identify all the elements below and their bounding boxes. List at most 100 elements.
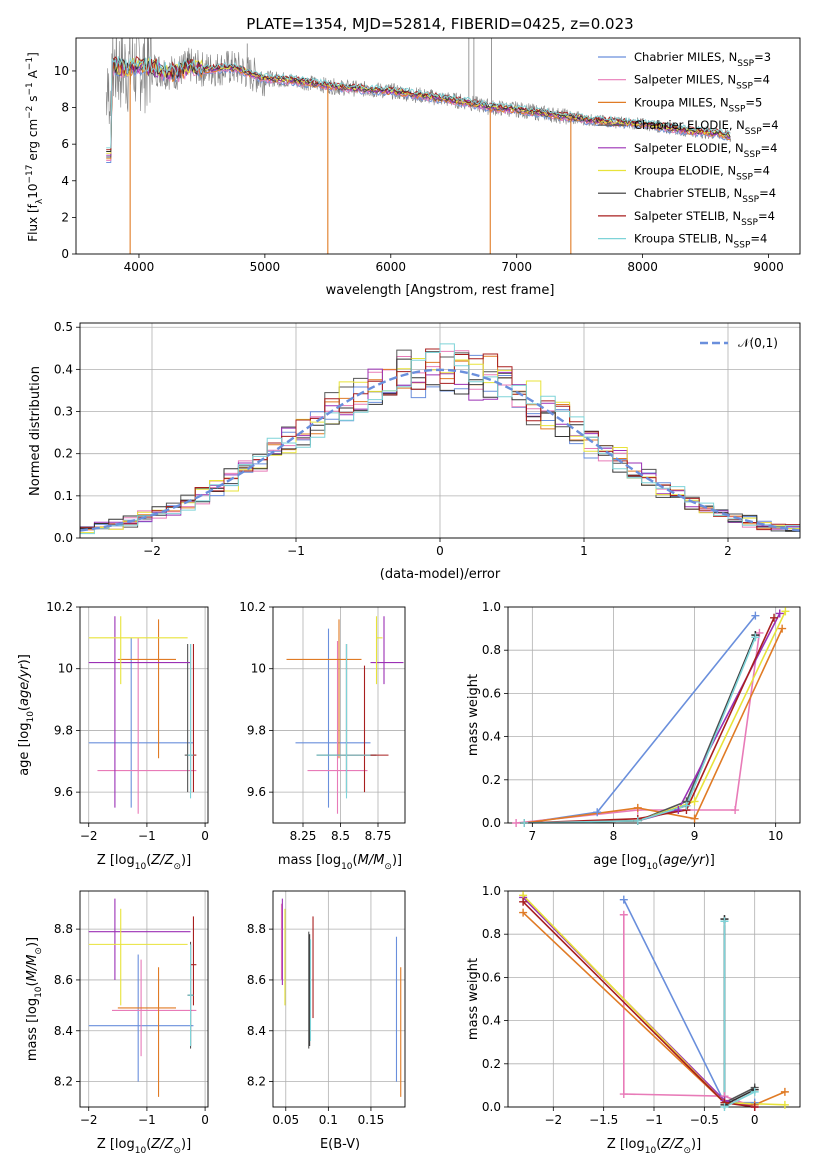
- figure-title: PLATE=1354, MJD=52814, FIBERID=0425, z=0…: [246, 15, 633, 33]
- label-part: (: [146, 1137, 151, 1152]
- y-tick-label: 8.2: [247, 1075, 266, 1089]
- y-tick-label: 0.2: [54, 447, 73, 461]
- x-tick-label: −1: [645, 1113, 663, 1127]
- legend-entry: Chabrier ELODIE, NSSP=4: [634, 118, 779, 137]
- label-part: M/M: [358, 853, 385, 868]
- x-tick-label: 2: [724, 544, 732, 558]
- label-part: s: [26, 96, 40, 106]
- label-part: )]: [181, 1137, 191, 1152]
- legend-entry: Salpeter STELIB, NSSP=4: [634, 209, 775, 228]
- axes-frame: [79, 322, 801, 539]
- model-kroupa_stelib: [106, 56, 731, 149]
- plot-area: [280, 898, 402, 1097]
- plot-area: [88, 898, 197, 1097]
- label-part: A: [26, 69, 40, 82]
- y-tick-label: 0.0: [482, 816, 501, 830]
- y-axis-label: Normed distribution: [28, 366, 43, 496]
- label-part: ⊙: [173, 862, 181, 872]
- series-kroupa_stelib: [524, 636, 757, 823]
- marker-kroupa_stelib: [720, 917, 729, 926]
- label-part: −1: [25, 57, 35, 70]
- y-tick-label: 9.6: [247, 785, 266, 799]
- x-tick-label: −2: [544, 1113, 562, 1127]
- y-tick-label: 0.1: [54, 489, 73, 503]
- x-tick-label: 8.5: [331, 829, 350, 843]
- y-tick-label: 8.8: [247, 922, 266, 936]
- x-tick-label: 7: [529, 829, 537, 843]
- label-part: =4: [759, 186, 776, 200]
- label-part: SSP: [742, 195, 759, 205]
- y-tick-label: 0.2: [482, 1057, 501, 1071]
- series-kroupa_elodie: [524, 610, 787, 823]
- y-tick-label: 8.4: [247, 1024, 266, 1038]
- label-part: age [log: [17, 723, 32, 776]
- label-part: Z [log: [607, 1137, 645, 1152]
- label-part: Kroupa STELIB, N: [634, 232, 734, 246]
- y-tick-label: 0.0: [482, 1100, 501, 1114]
- label-part: SSP: [741, 218, 758, 228]
- x-tick-label: 0.15: [358, 1113, 385, 1127]
- label-part: 10: [26, 711, 36, 723]
- label-part: Salpeter MILES, N: [634, 73, 736, 87]
- label-part: 10: [341, 862, 353, 872]
- label-part: )]: [25, 937, 40, 947]
- x-tick-label: 0: [201, 829, 209, 843]
- marker-salpeter_elodie: [674, 806, 683, 815]
- series-salpeter_miles: [623, 914, 755, 1107]
- marker-salpeter_miles: [512, 819, 521, 827]
- x-tick-label: 0: [751, 1113, 759, 1127]
- label-part: Z/Z: [150, 1137, 174, 1152]
- x-tick-label: 7000: [501, 260, 532, 274]
- histogram-kroupa_stelib: [80, 343, 800, 535]
- axes-frame: [507, 890, 801, 1108]
- x-axis-label: mass [log10(M/M⊙)]: [278, 853, 402, 872]
- y-tick-label: 10.2: [46, 600, 73, 614]
- y-axis-label: mass weight: [466, 958, 481, 1040]
- label-part: erg cm: [26, 119, 40, 165]
- label-part: λ: [35, 198, 45, 204]
- label-part: =4: [761, 141, 778, 155]
- label-part: Z [log: [97, 1137, 135, 1152]
- label-part: Z [log: [97, 853, 135, 868]
- label-part: =4: [758, 209, 775, 223]
- label-part: ⊙: [384, 862, 392, 872]
- y-tick-label: 9.6: [54, 785, 73, 799]
- label-part: (: [656, 1137, 661, 1152]
- x-tick-label: 9000: [753, 260, 784, 274]
- label-part: Salpeter ELODIE, N: [634, 141, 744, 155]
- y-tick-label: 8.8: [54, 922, 73, 936]
- label-part: (: [146, 853, 151, 868]
- y-tick-label: 10: [251, 662, 266, 676]
- label-part: (: [17, 706, 32, 711]
- label-part: Z/Z: [150, 853, 174, 868]
- y-tick-label: 9.8: [247, 723, 266, 737]
- y-tick-label: 2: [61, 210, 69, 224]
- series-salpeter_miles: [516, 632, 761, 823]
- marker-kroupa_miles: [519, 908, 528, 917]
- label-part: age/yr: [17, 663, 32, 706]
- label-part: −1: [25, 82, 35, 95]
- label-part: SSP: [734, 241, 751, 251]
- label-part: SSP: [729, 104, 746, 114]
- label-part: =3: [754, 50, 771, 64]
- label-part: SSP: [736, 82, 753, 92]
- x-tick-label: 0: [201, 1113, 209, 1127]
- label-part: mass [log: [25, 998, 40, 1061]
- series-salpeter_stelib: [524, 617, 775, 823]
- marker-kroupa_stelib: [750, 1087, 759, 1096]
- marker-chabrier_miles: [751, 611, 760, 620]
- x-tick-label: 0: [436, 544, 444, 558]
- label-part: =4: [750, 232, 767, 246]
- marker-salpeter_miles: [731, 806, 740, 815]
- series-chabrier_elodie: [723, 919, 756, 1104]
- y-axis-label: mass [log10(M/M⊙)]: [25, 937, 44, 1061]
- y-axis-label: mass weight: [466, 674, 481, 756]
- x-tick-label: 1: [580, 544, 588, 558]
- label-part: ]: [26, 52, 40, 57]
- y-tick-label: 0: [61, 247, 69, 261]
- label-part: =4: [753, 73, 770, 87]
- y-axis-label: Flux [fλ10−17 erg cm−2 s−1 A−1]: [25, 52, 45, 242]
